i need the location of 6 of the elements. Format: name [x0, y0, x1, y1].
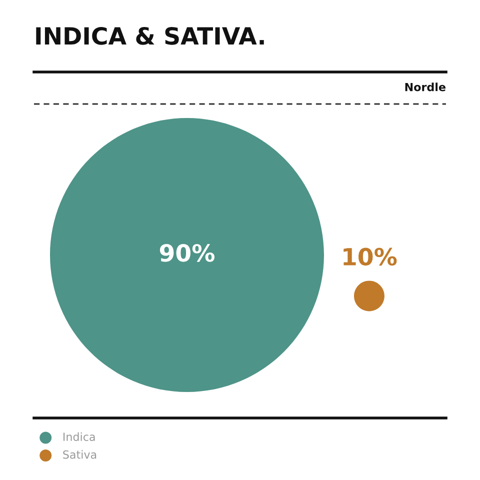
category-label: Indica	[63, 432, 95, 441]
data-label: 10%	[344, 248, 397, 266]
text: Nordle	[405, 82, 446, 92]
data-label: 90%	[160, 244, 215, 262]
text: INDICA & SATIVA.	[36, 26, 264, 45]
category-label: Sativa	[63, 450, 96, 459]
